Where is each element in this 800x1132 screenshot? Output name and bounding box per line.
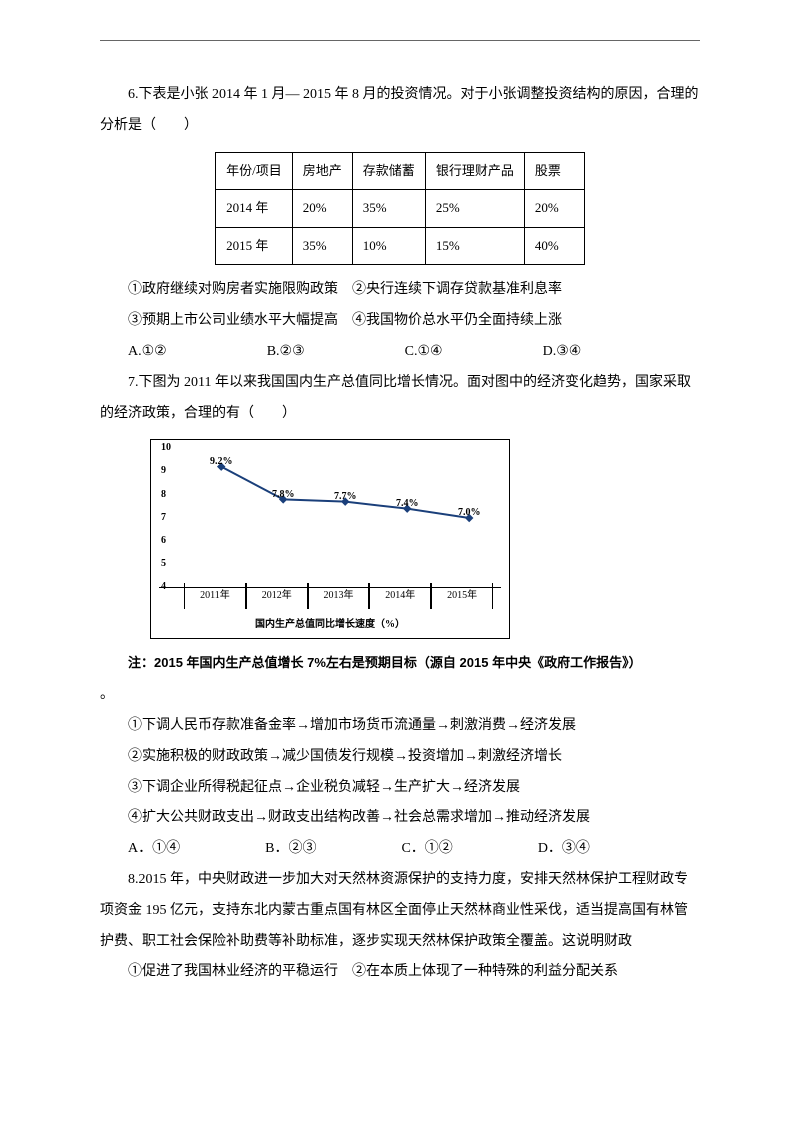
data-point-label: 7.4% [396, 493, 419, 515]
q7-note-end: 。 [100, 680, 700, 711]
q6-item-2: ③预期上市公司业绩水平大幅提高 ④我国物价总水平仍全面持续上涨 [100, 306, 700, 337]
option-d: D.③④ [543, 337, 582, 368]
q8-stem: 8.2015 年，中央财政进一步加大对天然林资源保护的支持力度，安排天然林保护工… [100, 865, 700, 957]
cell: 20% [292, 190, 352, 228]
cell: 2014 年 [216, 190, 293, 228]
y-tick: 7 [161, 507, 166, 529]
y-axis: 10 9 8 7 6 5 4 [159, 448, 179, 587]
x-label: 2013年 [308, 583, 370, 609]
x-label: 2014年 [369, 583, 431, 609]
y-tick: 4 [161, 576, 166, 598]
th: 股票 [524, 152, 584, 190]
y-tick: 9 [161, 460, 166, 482]
q7-options: A．①④ B．②③ C．①② D．③④ [100, 834, 700, 865]
option-c: C.①④ [405, 337, 443, 368]
q7-item-4: ④扩大公共财政支出→财政支出结构改善→社会总需求增加→推动经济发展 [100, 803, 700, 834]
x-axis: 2011年 2012年 2013年 2014年 2015年 [184, 583, 493, 609]
cell: 20% [524, 190, 584, 228]
data-point-label: 7.8% [272, 484, 295, 506]
th: 房地产 [292, 152, 352, 190]
table-row: 2014 年 20% 35% 25% 20% [216, 190, 585, 228]
data-point-label: 7.0% [458, 502, 481, 524]
option-a: A.①② [128, 337, 167, 368]
option-b: B．②③ [265, 834, 316, 865]
x-label: 2012年 [246, 583, 308, 609]
th: 存款储蓄 [352, 152, 425, 190]
q7-chart: 10 9 8 7 6 5 4 9.2% 7.8% 7.7% 7.4% 7.0% 2011… [150, 439, 510, 639]
x-label: 2011年 [184, 583, 246, 609]
q6-stem: 6.下表是小张 2014 年 1 月— 2015 年 8 月的投资情况。对于小张… [100, 80, 700, 142]
q6-table-wrap: 年份/项目 房地产 存款储蓄 银行理财产品 股票 2014 年 20% 35% … [100, 152, 700, 266]
data-point-label: 7.7% [334, 486, 357, 508]
q6-item-1: ①政府继续对购房者实施限购政策 ②央行连续下调存贷款基准利息率 [100, 275, 700, 306]
q7-note-text: 注：2015 年国内生产总值增长 7%左右是预期目标（源自 2015 年中央《政… [128, 655, 642, 670]
q7-item-1: ①下调人民币存款准备金率→增加市场货币流通量→刺激消费→经济发展 [100, 711, 700, 742]
cell: 35% [352, 190, 425, 228]
chart-caption: 国内生产总值同比增长速度（%） [159, 614, 501, 636]
cell: 2015 年 [216, 227, 293, 265]
q7-item-3: ③下调企业所得税起征点→企业税负减轻→生产扩大→经济发展 [100, 773, 700, 804]
option-c: C．①② [401, 834, 452, 865]
x-label: 2015年 [431, 583, 493, 609]
data-point-label: 9.2% [210, 451, 233, 473]
q8-item-1: ①促进了我国林业经济的平稳运行 ②在本质上体现了一种特殊的利益分配关系 [100, 957, 700, 988]
cell: 35% [292, 227, 352, 265]
chart-plot-area: 10 9 8 7 6 5 4 9.2%7.8%7.7%7.4%7.0% 2011… [159, 448, 501, 588]
q7-note: 注：2015 年国内生产总值增长 7%左右是预期目标（源自 2015 年中央《政… [100, 649, 700, 680]
table-row: 年份/项目 房地产 存款储蓄 银行理财产品 股票 [216, 152, 585, 190]
th: 年份/项目 [216, 152, 293, 190]
th: 银行理财产品 [425, 152, 524, 190]
q6-options: A.①② B.②③ C.①④ D.③④ [100, 337, 700, 368]
y-tick: 5 [161, 553, 166, 575]
y-tick: 8 [161, 484, 166, 506]
cell: 40% [524, 227, 584, 265]
q6-table: 年份/项目 房地产 存款储蓄 银行理财产品 股票 2014 年 20% 35% … [215, 152, 585, 266]
option-b: B.②③ [267, 337, 305, 368]
option-a: A．①④ [128, 834, 180, 865]
option-d: D．③④ [538, 834, 590, 865]
q7-stem: 7.下图为 2011 年以来我国国内生产总值同比增长情况。面对图中的经济变化趋势… [100, 368, 700, 430]
y-tick: 6 [161, 530, 166, 552]
table-row: 2015 年 35% 10% 15% 40% [216, 227, 585, 265]
cell: 25% [425, 190, 524, 228]
q7-item-2: ②实施积极的财政政策→减少国债发行规模→投资增加→刺激经济增长 [100, 742, 700, 773]
cell: 15% [425, 227, 524, 265]
cell: 10% [352, 227, 425, 265]
y-tick: 10 [161, 437, 171, 459]
page-top-rule [100, 40, 700, 41]
